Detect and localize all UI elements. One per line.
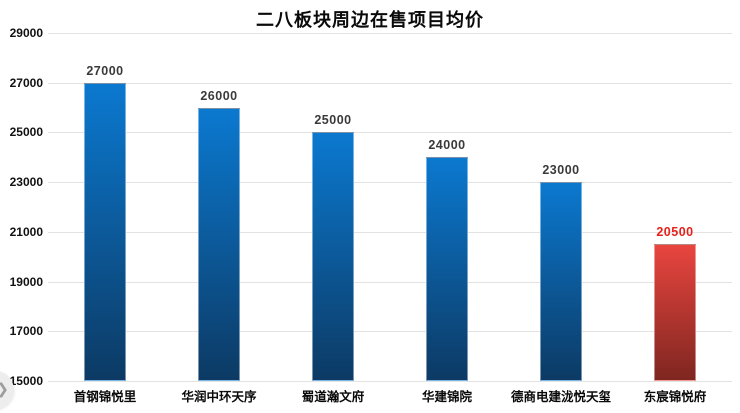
- gridline: [48, 381, 732, 382]
- y-axis-label: 19000: [9, 274, 43, 289]
- gridline: [48, 182, 732, 184]
- plot-area: 27000 26000 25000 24000 23000 20500: [48, 33, 732, 382]
- x-axis-label: 华建锦院: [421, 390, 472, 404]
- gridline: [48, 132, 732, 134]
- bar-value-label: 27000: [86, 63, 124, 78]
- gridline: [48, 82, 732, 84]
- bar: [654, 244, 696, 381]
- bar: [84, 82, 126, 381]
- gridline: [48, 33, 732, 34]
- bar: [426, 157, 468, 381]
- bar-value-label: 24000: [428, 138, 466, 153]
- y-axis-label: 21000: [9, 224, 43, 239]
- bar: [198, 107, 240, 381]
- bar: [540, 182, 582, 381]
- x-axis: 首钢锦悦里 华润中环天序 蜀道瀚文府 华建锦院 德商电建泷悦天玺 东宸锦悦府: [48, 386, 732, 406]
- x-axis-label: 德商电建泷悦天玺: [510, 390, 611, 404]
- bar-value-label: 25000: [314, 113, 352, 128]
- chevron-right-icon: ❯: [0, 382, 9, 397]
- y-axis: 29000 27000 25000 23000 21000 19000 17000 15000: [0, 26, 43, 388]
- bar-value-label: 20500: [656, 225, 694, 240]
- y-axis-label: 27000: [9, 75, 43, 90]
- x-axis-label: 东宸锦悦府: [643, 390, 707, 404]
- y-axis-label: 29000: [9, 26, 43, 40]
- x-axis-label: 蜀道瀚文府: [301, 390, 365, 404]
- bar-value-label: 26000: [200, 88, 238, 103]
- y-axis-label: 17000: [9, 324, 43, 339]
- chart-title: 二八板块周边在售项目均价: [256, 10, 484, 30]
- bar-value-label: 23000: [542, 163, 580, 178]
- gridline: [48, 331, 732, 333]
- y-axis-label: 15000: [9, 374, 43, 388]
- x-axis-label: 华润中环天序: [181, 390, 257, 404]
- gridline: [48, 281, 732, 283]
- y-axis-label: 25000: [9, 125, 43, 140]
- next-page-button[interactable]: ❯: [0, 371, 14, 409]
- gridline: [48, 231, 732, 233]
- bar: [312, 132, 354, 381]
- y-axis-label: 23000: [9, 175, 43, 190]
- x-axis-label: 首钢锦悦里: [73, 390, 137, 404]
